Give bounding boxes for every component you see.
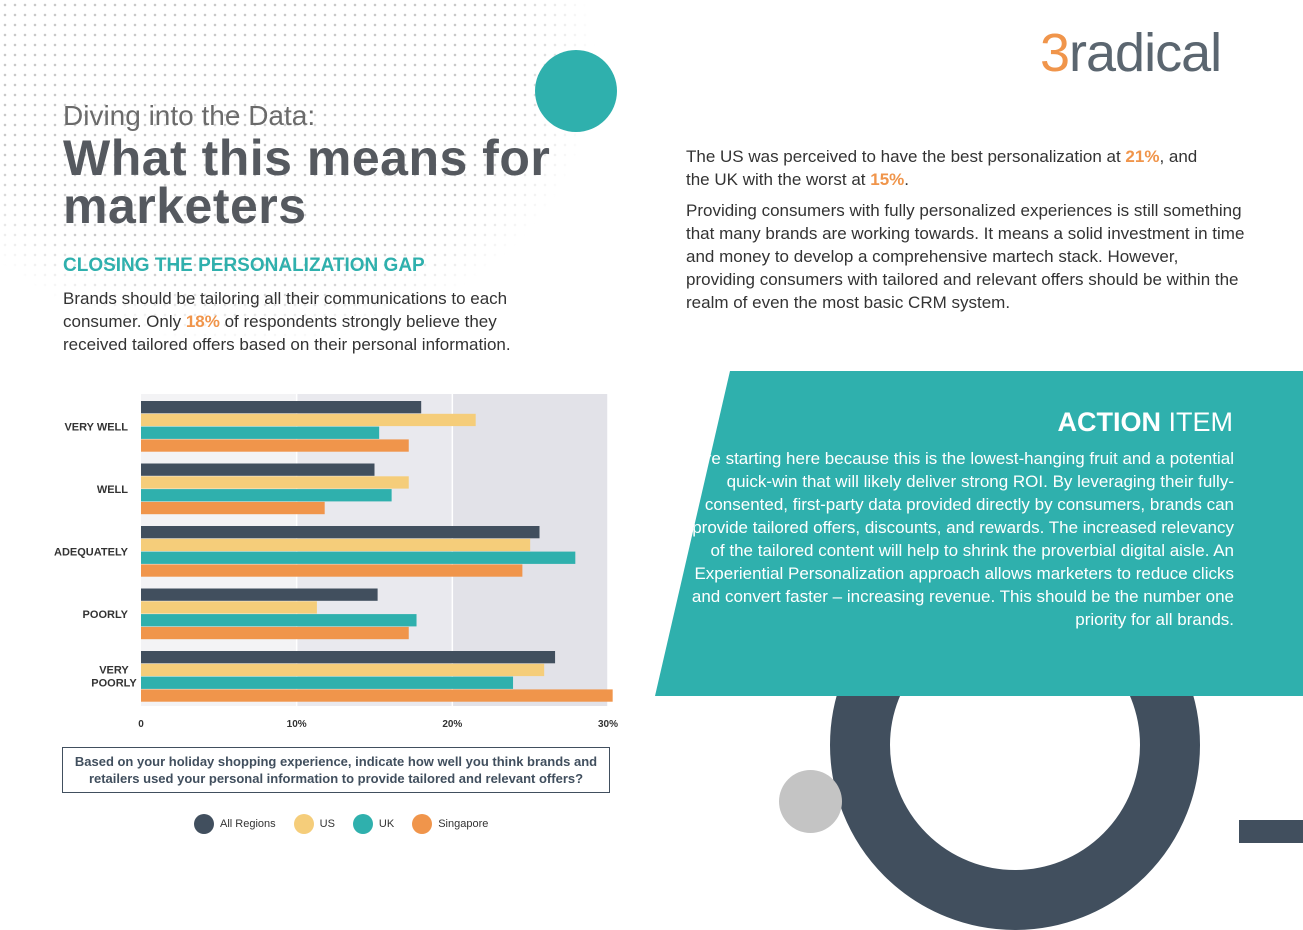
survey-question: Based on your holiday shopping experienc… [62,747,610,793]
bar [141,426,380,439]
page-kicker: Diving into the Data: [63,100,316,131]
category-label: VERY WELL [64,422,128,434]
page-title: What this means for marketers [63,130,551,234]
category-label: ADEQUATELY [54,547,129,559]
bar [141,463,375,476]
action-item-panel: ACTION ITEM We’re starting here because … [655,371,1303,696]
bar [141,601,317,614]
category-label: POORLY [83,609,129,621]
action-item-title: ACTION ITEM [1057,407,1234,437]
highlight-stat-us: 21% [1125,147,1160,166]
tick-label: 10% [287,719,307,730]
legend-swatch [194,814,214,834]
action-item-text: We’re starting here because this is the … [676,449,1234,629]
legend-swatch [412,814,433,834]
bar [141,564,523,577]
bar [141,476,409,489]
decorative-corner-block [1239,820,1303,843]
bar [141,663,545,677]
bar [141,689,613,702]
explanation-paragraph: Providing consumers with fully personali… [686,201,1245,312]
decorative-grey-circle [779,770,842,833]
bar [141,489,392,502]
legend-item: Singapore [412,814,488,834]
bar [141,439,409,452]
bar [141,651,556,664]
bar [141,676,514,689]
legend-item: All Regions [194,814,276,834]
decorative-teal-circle [535,50,617,132]
bar [141,413,476,427]
findings-paragraph: The US was perceived to have the best pe… [686,147,1198,189]
legend-item: UK [352,814,395,834]
bar [141,401,422,414]
category-label: POORLY [91,678,137,690]
dot-pattern [0,0,620,370]
bar-chart: VERY WELLWELLADEQUATELYPOORLYVERYPOORLY0… [54,394,618,730]
legend-label: UK [378,818,395,830]
intro-paragraph: Brands should be tailoring all their com… [63,289,511,354]
bar [141,526,540,539]
tick-label: 30% [598,719,618,730]
bar [141,501,325,515]
bar [141,614,417,627]
bar [141,588,378,601]
bar [141,538,531,552]
brand-logo: 3radical [1040,23,1222,83]
legend-swatch [293,814,314,834]
legend-item: US [293,814,335,834]
legend-label: All Regions [220,818,276,830]
legend-swatch [352,814,373,834]
highlight-stat-uk: 15% [870,170,905,189]
tick-label: 20% [442,719,462,730]
chart-legend: All Regions US UK Singapore [194,814,488,834]
category-label: WELL [97,484,128,496]
tick-label: 0 [138,719,144,730]
legend-label: US [319,818,335,830]
bar [141,551,576,564]
bar [141,626,409,640]
section-title: CLOSING THE PERSONALIZATION GAP [63,255,425,276]
highlight-stat: 18% [185,312,220,331]
category-label: VERY [99,665,129,677]
legend-label: Singapore [438,818,489,830]
